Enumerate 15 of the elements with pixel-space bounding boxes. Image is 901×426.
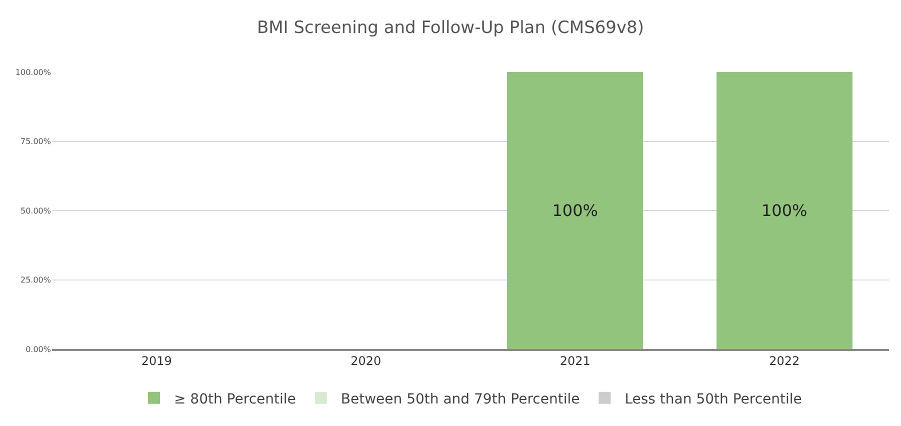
legend-label: ≥ 80th Percentile [174,391,296,408]
x-tick-label: 2020 [350,354,382,368]
y-tick-label: 100.00% [15,68,52,77]
x-tick-label: 2019 [141,354,172,368]
x-tick-label: 2022 [769,354,800,368]
y-tick-label: 25.00% [20,276,52,285]
y-tick-label: 0.00% [26,344,52,354]
legend-label: Between 50th and 79th Percentile [340,391,580,408]
x-tick-label: 2021 [560,354,590,368]
y-tick-label: 50.00% [20,206,52,216]
data-label: 100% [762,201,808,220]
legend-label: Less than 50th Percentile [624,391,802,408]
chart-title: BMI Screening and Follow-Up Plan (CMS69v8) [256,18,644,38]
y-tick-label: 75.00% [20,137,52,146]
data-label: 100% [552,201,598,220]
